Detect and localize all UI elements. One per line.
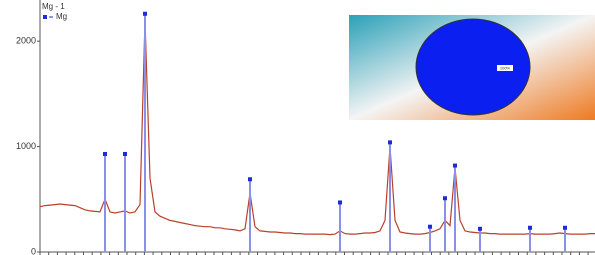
legend-label: Mg bbox=[56, 12, 67, 21]
reference-marker bbox=[563, 226, 567, 230]
chart: Mg - 1 Mg 0 1000 2000 100% bbox=[0, 0, 595, 255]
page: Mg - 1 Mg 010002000100% (() => { const d… bbox=[0, 0, 595, 255]
reference-marker bbox=[123, 152, 127, 156]
y-tick-label: 1000 bbox=[16, 141, 36, 151]
reference-marker bbox=[103, 152, 107, 156]
reference-marker bbox=[478, 227, 482, 231]
legend-marker bbox=[43, 15, 47, 19]
y-tick-label: 0 bbox=[31, 246, 36, 255]
reference-marker bbox=[143, 12, 147, 16]
reference-marker bbox=[388, 140, 392, 144]
reference-marker bbox=[248, 177, 252, 181]
reference-marker bbox=[453, 164, 457, 168]
reference-marker bbox=[443, 196, 447, 200]
reference-marker bbox=[528, 226, 532, 230]
pie-label: 100% bbox=[500, 66, 511, 71]
legend-title: Mg - 1 bbox=[42, 2, 65, 11]
reference-marker bbox=[428, 225, 432, 229]
reference-marker bbox=[338, 200, 342, 204]
y-tick-label: 2000 bbox=[16, 36, 36, 46]
